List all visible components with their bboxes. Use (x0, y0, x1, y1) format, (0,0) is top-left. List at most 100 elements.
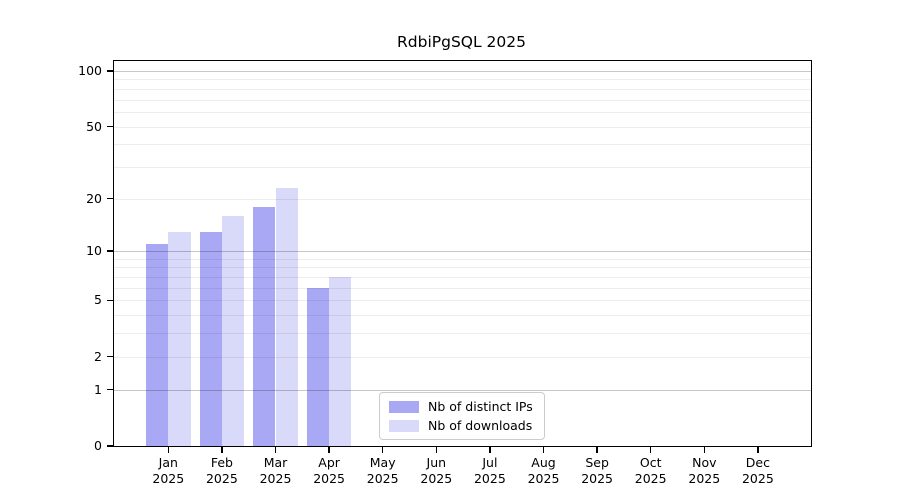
x-tick-year: 2025 (313, 470, 345, 486)
y-tick-50 (107, 125, 114, 128)
y-tick-label-10: 10 (86, 243, 102, 259)
x-tick-year: 2025 (420, 470, 453, 486)
x-tick-aug (542, 447, 545, 453)
gridline-minor-4 (114, 315, 811, 317)
x-tick-year: 2025 (741, 470, 774, 486)
gridline-minor-30 (114, 166, 811, 168)
x-tick-apr (328, 447, 330, 453)
bar-nb-of-downloads-apr (329, 277, 352, 446)
x-tick-month: Nov (692, 455, 717, 470)
legend-swatch-0 (389, 400, 419, 413)
x-tick-month: Jan (158, 455, 178, 470)
x-tick-feb (221, 447, 223, 453)
gridline-minor-8 (114, 267, 811, 269)
x-tick-label-nov: Nov 2025 (672, 455, 736, 486)
legend-label-1: Nb of downloads (428, 418, 533, 433)
x-tick-month: Sep (585, 455, 609, 470)
legend-label-0: Nb of distinct IPs (428, 399, 533, 414)
x-tick-year: 2025 (259, 470, 292, 486)
gridline-major-100 (114, 71, 811, 72)
gridline-minor-50 (114, 126, 811, 128)
x-tick-sep (596, 447, 598, 453)
legend-item-downloads: Nb of downloads (389, 418, 533, 433)
bar-nb-of-downloads-mar (275, 187, 298, 446)
x-tick-month: Jul (482, 455, 498, 470)
x-tick-year: 2025 (688, 470, 721, 486)
x-tick-dec (757, 447, 759, 453)
x-tick-year: 2025 (581, 470, 613, 486)
y-tick-20 (107, 197, 114, 200)
x-tick-label-oct: Oct 2025 (619, 455, 683, 486)
x-tick-month: May (369, 455, 396, 470)
x-tick-month: Jun (426, 455, 447, 470)
x-tick-year: 2025 (634, 470, 667, 486)
bar-nb-of-distinct-ips-mar (253, 206, 276, 446)
x-tick-year: 2025 (152, 470, 185, 486)
x-tick-label-mar: Mar 2025 (244, 455, 308, 486)
x-tick-month: Mar (263, 455, 288, 470)
y-tick-label-100: 100 (78, 63, 102, 78)
gridline-minor-20 (114, 198, 811, 200)
x-tick-label-jun: Jun 2025 (404, 455, 468, 486)
x-tick-label-aug: Aug 2025 (512, 455, 576, 486)
legend: Nb of distinct IPs Nb of downloads (379, 392, 545, 440)
x-tick-year: 2025 (527, 470, 560, 486)
y-tick-label-0: 0 (94, 438, 102, 453)
gridline-minor-80 (114, 88, 811, 90)
x-tick-nov (703, 447, 706, 453)
gridline-major-1 (114, 389, 811, 391)
gridline-minor-60 (114, 111, 811, 113)
y-tick-label-20: 20 (86, 190, 102, 206)
bar-nb-of-distinct-ips-jan (146, 244, 169, 446)
y-tick-100 (107, 70, 114, 72)
x-tick-month: Dec (745, 455, 770, 470)
bar-nb-of-downloads-jan (168, 231, 191, 446)
y-tick-5 (107, 299, 114, 302)
plot-area: Nb of distinct IPs Nb of downloads 100 50… (78, 60, 812, 486)
x-tick-jan (167, 447, 170, 453)
bar-nb-of-downloads-feb (221, 215, 245, 446)
x-tick-year: 2025 (473, 470, 506, 486)
chart-title: RdbiPgSQL 2025 (397, 33, 526, 51)
gridline-minor-70 (114, 99, 811, 101)
bar-nb-of-distinct-ips-apr (306, 287, 330, 446)
gridline-minor-40 (114, 144, 811, 146)
x-tick-may (381, 447, 384, 453)
y-tick-label-2: 2 (94, 348, 102, 364)
y-tick-label-1: 1 (94, 381, 102, 397)
x-tick-label-sep: Sep 2025 (565, 455, 629, 486)
x-tick-label-jul: Jul 2025 (458, 455, 522, 486)
x-tick-month: Feb (210, 455, 233, 470)
y-tick-0 (107, 445, 114, 447)
gridline-major-10 (114, 251, 811, 253)
x-tick-month: Aug (531, 455, 556, 470)
gridline-minor-2 (114, 356, 811, 358)
x-tick-year: 2025 (205, 470, 238, 486)
gridline-minor-90 (114, 79, 811, 81)
legend-item-distinct-ips: Nb of distinct IPs (389, 399, 533, 414)
x-tick-year: 2025 (366, 470, 399, 486)
y-tick-10 (107, 250, 114, 252)
x-tick-jun (435, 447, 438, 453)
x-tick-label-feb: Feb 2025 (190, 455, 254, 486)
gridline-minor-9 (114, 258, 811, 260)
x-tick-label-dec: Dec 2025 (726, 455, 790, 486)
x-tick-month: Oct (639, 455, 662, 470)
y-tick-label-50: 50 (86, 118, 102, 134)
x-tick-jul (489, 447, 491, 453)
y-tick-1 (107, 388, 114, 391)
x-tick-label-may: May 2025 (351, 455, 415, 486)
gridline-minor-3 (114, 333, 811, 335)
y-tick-2 (107, 355, 114, 358)
gridline-minor-7 (114, 277, 811, 279)
bar-nb-of-distinct-ips-feb (199, 231, 222, 446)
legend-swatch-1 (389, 419, 419, 432)
gridline-minor-6 (114, 287, 811, 289)
x-tick-month: Apr (318, 455, 340, 470)
x-tick-label-jan: Jan 2025 (136, 455, 200, 486)
y-tick-label-5: 5 (94, 292, 102, 308)
gridline-minor-5 (114, 300, 811, 302)
x-tick-label-apr: Apr 2025 (297, 455, 361, 486)
x-tick-mar (274, 447, 277, 453)
